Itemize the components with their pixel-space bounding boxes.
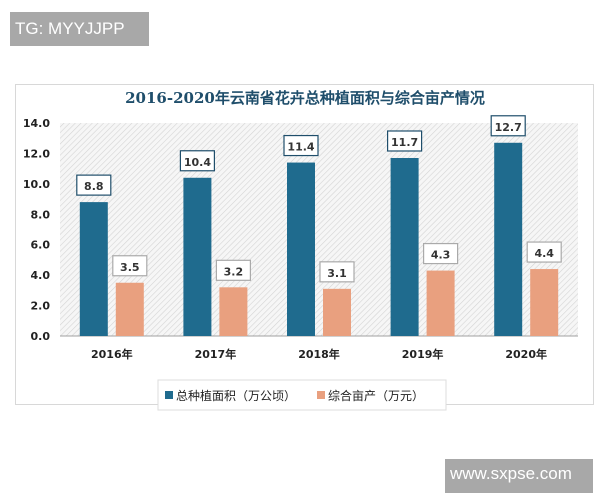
y-tick-label: 8.0 xyxy=(31,208,51,221)
data-label: 11.7 xyxy=(391,136,418,149)
data-label: 3.1 xyxy=(327,267,347,280)
data-label-box xyxy=(179,150,215,172)
data-label-box xyxy=(112,255,148,277)
bar-area xyxy=(287,162,315,336)
legend-swatch xyxy=(317,391,325,399)
data-label-box xyxy=(215,259,251,281)
data-label: 8.8 xyxy=(84,180,104,193)
y-tick-label: 14.0 xyxy=(23,117,50,130)
bar-yield xyxy=(323,288,351,336)
x-tick-label: 2019年 xyxy=(402,347,444,361)
x-tick-label: 2020年 xyxy=(505,347,547,361)
data-label: 4.4 xyxy=(534,247,554,260)
watermark-top: TG: MYYJJPP xyxy=(10,12,149,46)
bar-yield xyxy=(530,269,559,336)
data-label-box xyxy=(490,115,526,137)
bar-area xyxy=(183,177,212,336)
watermark-bottom: www.sxpse.com xyxy=(445,459,593,493)
y-tick-label: 6.0 xyxy=(31,239,51,252)
bar-chart: 2016-2020年云南省花卉总种植面积与综合亩产情况 0.0 2.0 4.0 6.0… xyxy=(23,89,578,411)
bar-area xyxy=(494,142,523,336)
bar-yield xyxy=(426,270,455,336)
data-label-box xyxy=(319,261,355,283)
y-tick-label: 0.0 xyxy=(31,330,51,343)
data-label-box xyxy=(76,174,112,196)
x-tick-label: 2016年 xyxy=(91,347,133,361)
bar-yield xyxy=(115,282,144,336)
x-tick-label: 2017年 xyxy=(195,347,237,361)
data-label: 11.4 xyxy=(287,141,314,154)
data-label-box xyxy=(283,134,319,157)
data-label-box xyxy=(423,242,459,265)
data-label: 3.2 xyxy=(224,265,244,278)
plot-area xyxy=(60,123,578,336)
bar-area xyxy=(390,157,419,336)
legend-box xyxy=(157,379,447,411)
data-label-box xyxy=(526,241,562,263)
y-tick-label: 2.0 xyxy=(31,300,51,313)
data-label: 4.3 xyxy=(431,249,451,262)
chart-title: 2016-2020年云南省花卉总种植面积与综合亩产情况 xyxy=(125,89,485,107)
data-label-box xyxy=(387,130,423,152)
x-tick-label: 2018年 xyxy=(298,347,340,361)
data-label: 12.7 xyxy=(495,121,522,134)
y-tick-label: 12.0 xyxy=(23,147,50,160)
data-label: 3.5 xyxy=(120,261,140,274)
y-tick-label: 10.0 xyxy=(23,178,50,191)
bar-yield xyxy=(219,287,248,336)
data-label: 10.4 xyxy=(184,156,211,169)
bar-area xyxy=(79,202,108,336)
legend-label: 综合亩产（万元） xyxy=(328,388,424,403)
y-tick-label: 4.0 xyxy=(31,269,51,282)
legend-swatch xyxy=(165,391,173,399)
legend-label: 总种植面积（万公顷） xyxy=(176,388,296,403)
